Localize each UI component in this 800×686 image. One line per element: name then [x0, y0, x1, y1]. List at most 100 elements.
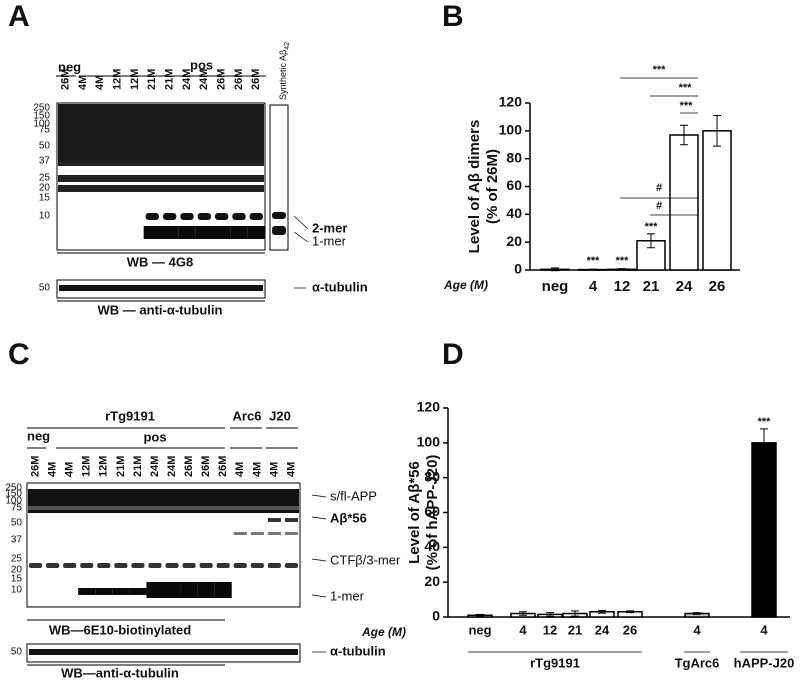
- band: [29, 649, 298, 655]
- bar: [702, 130, 732, 271]
- group-label: neg: [58, 59, 81, 74]
- band: [247, 226, 265, 239]
- marker-label: 150: [5, 489, 22, 500]
- marker-label: 25: [39, 173, 51, 184]
- error-bar: [551, 267, 559, 272]
- error-bar: [598, 609, 606, 614]
- marker-label: 15: [11, 574, 23, 585]
- y-tick-label: 20: [424, 573, 440, 589]
- marker-label: 15: [39, 193, 51, 204]
- x-tick-label: 21: [568, 622, 582, 637]
- loading-label: α-tubulin: [330, 643, 386, 658]
- band: [29, 563, 43, 568]
- band: [178, 226, 196, 239]
- lane-label: 26M: [200, 456, 212, 477]
- error-bar: [519, 611, 527, 616]
- x-tick-label: 24: [595, 622, 610, 637]
- panel-label: B: [442, 0, 464, 33]
- band: [180, 582, 198, 598]
- band: [161, 226, 179, 239]
- synthetic-sub: 42: [284, 42, 291, 50]
- y-tick-label: 80: [506, 149, 522, 165]
- panel-label: A: [8, 0, 30, 33]
- y-tick-label: 120: [499, 94, 523, 110]
- model-label: rTg9191: [105, 408, 155, 423]
- annotation: #: [656, 182, 662, 194]
- rule: [311, 516, 327, 520]
- lane-label: 26M: [183, 456, 195, 477]
- error-bar: [476, 613, 484, 617]
- band: [267, 532, 281, 535]
- error-bar: [618, 268, 626, 271]
- band: [284, 518, 298, 522]
- band: [58, 162, 264, 166]
- y-axis-label: Level of Aβ dimers: [466, 120, 483, 254]
- annotation: ***: [587, 255, 601, 267]
- lane-label: 26M: [29, 456, 41, 477]
- band: [250, 563, 264, 568]
- x-tick-label: neg: [542, 278, 569, 295]
- lane-label: 4M: [251, 462, 263, 477]
- lane-label: 12M: [129, 69, 141, 90]
- marker-label: 50: [39, 141, 51, 152]
- band: [129, 588, 147, 595]
- band: [232, 213, 246, 220]
- synthetic-label: Synthetic Aβ42: [278, 42, 290, 100]
- group-label: pos: [143, 429, 166, 444]
- y-axis-label: (% of hAPP-J20): [424, 455, 441, 571]
- band: [163, 213, 177, 220]
- lane-label: 26M: [233, 69, 245, 90]
- band: [249, 213, 263, 220]
- error-bar: [680, 124, 688, 146]
- lane-label: 26M: [250, 69, 262, 90]
- marker-label: 10: [39, 211, 51, 222]
- x-tick-label: 26: [623, 622, 637, 637]
- y-tick-label: 0: [432, 608, 440, 624]
- error-bar: [571, 610, 579, 617]
- band-label: Aβ*56: [330, 510, 367, 525]
- lane-label: 24M: [166, 456, 178, 477]
- band: [197, 213, 211, 220]
- band: [46, 563, 60, 568]
- band: [233, 563, 247, 568]
- band-label: 1-mer: [312, 233, 347, 248]
- y-axis-label: (% of 26M): [484, 149, 501, 224]
- annotation: ***: [645, 221, 659, 233]
- annotation: ***: [679, 82, 693, 94]
- x-tick-label: 4: [589, 278, 598, 295]
- band: [143, 226, 161, 239]
- band: [233, 532, 247, 535]
- band: [230, 226, 248, 239]
- lane-label: 21M: [146, 69, 158, 90]
- marker-label: 75: [11, 503, 23, 514]
- synthetic-text: Synthetic Aβ: [278, 50, 288, 100]
- annotation: #: [656, 200, 662, 212]
- band: [215, 213, 229, 220]
- x-axis-label: Age (M): [361, 625, 406, 639]
- annotation: ***: [653, 64, 667, 76]
- caption: WB — 4G8: [127, 254, 193, 269]
- band: [63, 563, 77, 568]
- group-label: pos: [190, 57, 213, 72]
- band: [267, 563, 281, 568]
- rule: [311, 558, 327, 562]
- lane-label: 26M: [60, 69, 72, 90]
- band: [199, 563, 213, 568]
- y-tick-label: 120: [417, 399, 441, 415]
- marker-label: 37: [39, 156, 51, 167]
- lane-label: 21M: [115, 456, 127, 477]
- band: [114, 563, 128, 568]
- annotation: ***: [680, 100, 694, 112]
- rule: [293, 231, 309, 243]
- model-label: J20: [269, 408, 291, 423]
- lane-label: 24M: [198, 69, 210, 90]
- rule: [311, 494, 327, 498]
- panel-label: C: [8, 338, 30, 371]
- lane-label: 12M: [112, 69, 124, 90]
- error-bar: [647, 233, 655, 249]
- marker-label: 25: [11, 554, 23, 565]
- x-tick-label: 26: [709, 278, 726, 295]
- marker-label: 150: [33, 111, 50, 122]
- loading-label: α-tubulin: [312, 279, 368, 294]
- band: [58, 185, 264, 192]
